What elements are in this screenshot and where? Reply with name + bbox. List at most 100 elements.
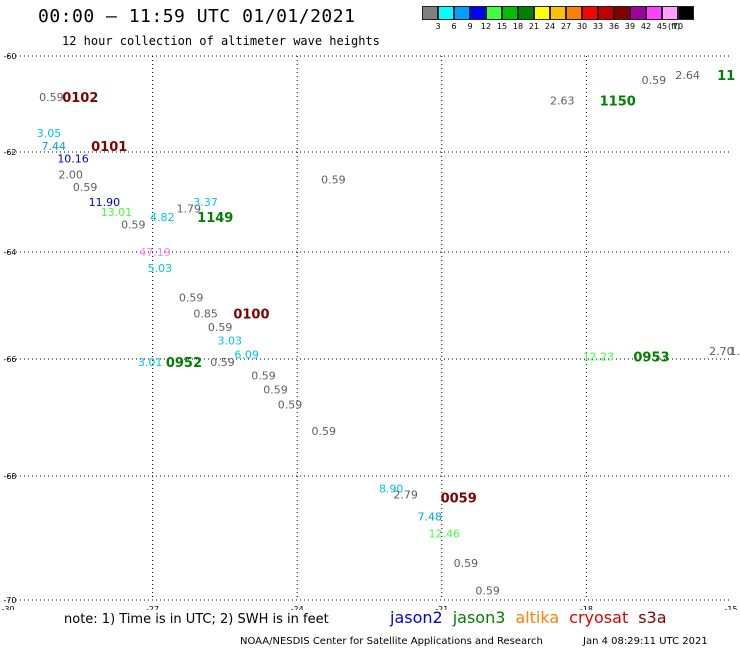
wave-height-value: 0.59 <box>475 585 500 598</box>
legend-tick-label: 18 <box>512 22 524 31</box>
legend-tick-label: 12 <box>480 22 492 31</box>
legend-swatch <box>630 6 646 20</box>
wave-height-value: 6.09 <box>234 349 259 362</box>
footer-credit: NOAA/NESDIS Center for Satellite Applica… <box>240 636 543 647</box>
legend-swatch <box>486 6 502 20</box>
wave-height-value: 1.7 <box>729 345 740 358</box>
x-tick-label: -15 <box>724 605 737 610</box>
legend-tick-label: 9 <box>467 22 473 31</box>
legend-swatch <box>582 6 598 20</box>
wave-height-value: 0.59 <box>208 321 233 334</box>
legend-swatch <box>438 6 454 20</box>
wave-height-value: 0.59 <box>311 425 336 438</box>
wave-height-value: 2.00 <box>58 169 83 182</box>
satellite-jason2: jason2 <box>390 608 443 627</box>
pass-time-label: 11 <box>717 69 735 84</box>
satellite-jason3: jason3 <box>452 608 506 627</box>
legend-tick-label: 24 <box>544 22 556 31</box>
legend-swatch <box>646 6 662 20</box>
pass-time-label: 0059 <box>441 492 477 507</box>
legend-tick-label: 15 <box>496 22 508 31</box>
legend-swatch <box>614 6 630 20</box>
y-tick-label: -66 <box>3 355 16 364</box>
wave-height-value: 0.59 <box>121 219 146 232</box>
legend-swatch <box>422 6 438 20</box>
legend-tick-label: 39 <box>624 22 636 31</box>
wave-height-value: 0.59 <box>251 369 276 382</box>
footer-timestamp: Jan 4 08:29:11 UTC 2021 <box>583 636 708 647</box>
wave-height-value: 11.90 <box>89 196 121 209</box>
x-tick-label: -21 <box>435 605 448 610</box>
wave-height-value: 0.59 <box>321 174 346 187</box>
wave-height-value: 0.59 <box>642 74 667 87</box>
legend-tick-label: 27 <box>560 22 572 31</box>
wave-height-value: 12.23 <box>583 350 615 363</box>
legend-unit: (ft) <box>667 22 681 31</box>
wave-height-value: 2.70 <box>709 345 734 358</box>
wave-height-value: 12.46 <box>428 528 460 541</box>
legend-tick-label: 42 <box>640 22 652 31</box>
satellite-altika: altika <box>515 608 560 627</box>
pass-time-label: 1150 <box>600 95 636 110</box>
wave-height-value: 2.63 <box>550 95 575 108</box>
wave-height-value: 3.03 <box>217 334 242 347</box>
satellite-cryosat: cryosat <box>569 608 629 627</box>
wave-height-value: 13.01 <box>101 206 133 219</box>
wave-height-value: 7.48 <box>418 510 443 523</box>
wave-height-value: 0.59 <box>39 91 64 104</box>
legend-tick-label: 30 <box>576 22 588 31</box>
legend-swatch <box>566 6 582 20</box>
wave-height-value: 0.59 <box>73 181 98 194</box>
wave-height-value: 1.79 <box>177 203 202 216</box>
wave-height-value: 2.64 <box>675 69 700 82</box>
x-tick-label: -18 <box>580 605 593 610</box>
wave-height-value: 0.59 <box>454 557 479 570</box>
satellite-s3a: s3a <box>638 608 667 627</box>
legend-tick-label: 3 <box>435 22 441 31</box>
legend-tick-label: 36 <box>608 22 620 31</box>
wave-height-value: 3.05 <box>37 127 62 140</box>
pass-time-label: 0952 <box>166 356 202 371</box>
legend-swatch <box>662 6 678 20</box>
footer-note: note: 1) Time is in UTC; 2) SWH is in fe… <box>64 612 329 627</box>
wave-height-value: 5.03 <box>148 262 173 275</box>
pass-time-label: 0100 <box>233 308 269 323</box>
y-tick-label: -64 <box>3 248 16 257</box>
x-tick-label: -24 <box>291 605 304 610</box>
legend-color-boxes <box>422 6 694 20</box>
wave-height-value: 0.59 <box>210 356 235 369</box>
satellite-legend: jason2 jason3 altika cryosat s3a <box>390 608 677 627</box>
pass-time-label: 0102 <box>62 91 98 106</box>
legend-tick-label: 45 <box>656 22 668 31</box>
legend-swatch <box>598 6 614 20</box>
wave-height-value: 8.90 <box>379 482 404 495</box>
pass-time-label: 0953 <box>633 350 669 365</box>
legend-swatch <box>550 6 566 20</box>
x-tick-label: -30 <box>1 605 14 610</box>
legend-swatch <box>678 6 694 20</box>
page-title: 00:00 – 11:59 UTC 01/01/2021 <box>38 6 356 27</box>
wave-height-value: 0.85 <box>193 308 218 321</box>
legend-tick-label: 6 <box>451 22 457 31</box>
legend-swatch <box>454 6 470 20</box>
pass-time-label: 1149 <box>197 211 233 226</box>
wave-height-value: 0.59 <box>263 383 288 396</box>
legend-tick-label: 70 <box>672 22 684 31</box>
legend-tick-label: 33 <box>592 22 604 31</box>
wave-height-plot: -30 -27 -24 -21 -18 -15 -60 -62 -64 -66 -68 -70 0.59… <box>1 52 740 610</box>
y-tick-label: -62 <box>3 148 16 157</box>
y-tick-label: -70 <box>3 596 16 605</box>
color-legend: 3 6 9 12 15 18 21 24 27 30 33 36 39 42 45 70 (ft) <box>422 6 694 32</box>
x-tick-label: -27 <box>146 605 159 610</box>
page-subtitle: 12 hour collection of altimeter wave hei… <box>62 34 380 48</box>
wave-height-value: 10.16 <box>57 153 89 166</box>
y-tick-label: -60 <box>3 52 16 61</box>
wave-height-value: 3.37 <box>193 196 218 209</box>
wave-height-value: 0.59 <box>278 399 303 412</box>
wave-height-value: 4.82 <box>150 211 175 224</box>
wave-height-value: 3.01 <box>138 356 163 369</box>
pass-time-label: 0101 <box>91 140 127 155</box>
legend-tick-label: 21 <box>528 22 540 31</box>
legend-swatch <box>518 6 534 20</box>
wave-height-value: 7.44 <box>42 140 67 153</box>
